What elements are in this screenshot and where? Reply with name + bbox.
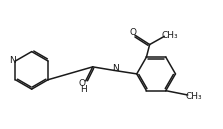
- Text: N: N: [112, 63, 119, 72]
- Text: O: O: [79, 79, 86, 88]
- Text: CH₃: CH₃: [161, 31, 178, 40]
- Text: CH₃: CH₃: [185, 92, 202, 101]
- Text: O: O: [129, 28, 136, 37]
- Text: N: N: [9, 56, 16, 65]
- Text: H: H: [81, 85, 87, 94]
